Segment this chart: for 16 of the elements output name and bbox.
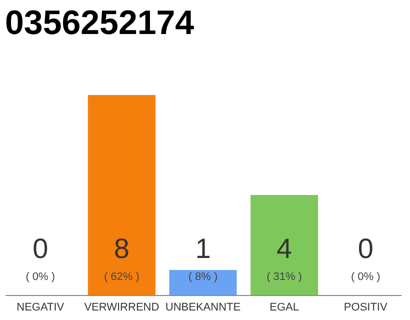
data-label: 1 <box>195 233 211 264</box>
x-tick-label: EGAL <box>270 302 299 314</box>
annotation: ( 62% ) <box>104 271 140 283</box>
annotation: ( 0% ) <box>26 271 56 283</box>
annotation: ( 0% ) <box>350 271 380 283</box>
data-label: 0 <box>32 233 48 264</box>
data-label: 4 <box>276 233 292 264</box>
x-tick-label: NEGATIV <box>16 302 65 314</box>
chart-title: 0356252174 <box>5 4 194 42</box>
x-tick-label: UNBEKANNTE <box>165 302 241 314</box>
data-label: 8 <box>114 233 130 264</box>
annotation: ( 8% ) <box>188 271 218 283</box>
x-tick-label: VERWIRREND <box>84 302 160 314</box>
annotation: ( 31% ) <box>266 271 302 283</box>
data-label: 0 <box>358 233 374 264</box>
x-tick-label: POSITIV <box>344 302 388 314</box>
